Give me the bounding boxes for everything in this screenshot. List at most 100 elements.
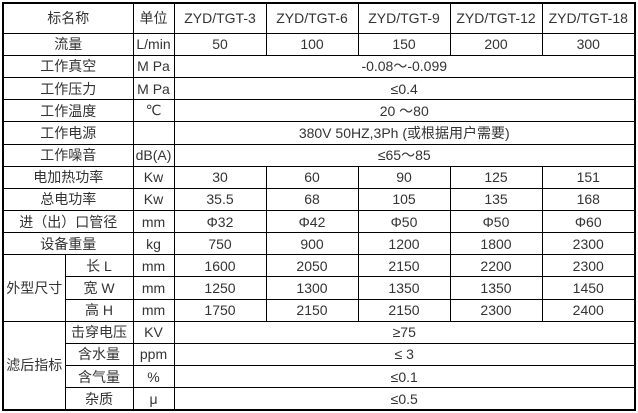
row-pressure: 工作压力 M Pa ≤0.4 [2, 77, 636, 101]
cell-value: 1600 [173, 254, 267, 278]
cell-value: 300 [541, 32, 636, 56]
cell-value: 135 [449, 187, 543, 211]
row-flow: 流量 L/min 50 100 150 200 300 [2, 32, 636, 56]
cell-merged-value: ≤ 3 [173, 342, 636, 367]
row-total-power: 总电功率 Kw 35.5 68 105 135 168 [2, 187, 636, 211]
cell-value: 2400 [541, 298, 636, 322]
cell-value: 2150 [357, 254, 451, 278]
row-pipe-diameter: 进（出）口管径 mm Φ32 Φ42 Φ50 Φ50 Φ60 [2, 209, 636, 234]
cell-value: 100 [265, 32, 359, 56]
row-impurity-label: 杂质 [64, 387, 134, 411]
header-model-zyd-tgt-6: ZYD/TGT-6 [265, 2, 359, 34]
cell-value: 1350 [357, 276, 451, 300]
cell-value: 750 [173, 232, 267, 256]
cell-value: 60 [265, 165, 359, 189]
row-noise: 工作噪音 dB(A) ≤65～85 [2, 143, 636, 167]
row-vacuum-unit: M Pa [132, 54, 175, 79]
row-dimension-height-unit: mm [132, 298, 175, 322]
cell-merged-value: 380V 50HZ,3Ph (或根据用户需要) [173, 121, 636, 145]
cell-value: 50 [173, 32, 267, 56]
row-dimension-length: 外型尺寸 长 L mm 1600 2050 2150 2200 2300 [2, 254, 636, 322]
cell-value: Φ50 [357, 209, 451, 234]
row-pipe-diameter-unit: mm [132, 209, 175, 234]
cell-value: 125 [449, 165, 543, 189]
row-heating-power-label: 电加热功率 [2, 165, 134, 189]
cell-value: 168 [541, 187, 636, 211]
row-dimension-width: 宽 W mm 1250 1300 1350 1350 1450 [3, 276, 636, 300]
row-flow-unit: L/min [132, 32, 175, 56]
row-weight-label: 设备重量 [2, 232, 134, 256]
cell-value: 105 [357, 187, 451, 211]
row-temperature-unit: ℃ [132, 99, 175, 123]
cell-value: Φ42 [265, 209, 359, 234]
cell-value: 1300 [265, 276, 359, 300]
cell-value: 1750 [173, 298, 267, 322]
cell-value: 900 [265, 232, 359, 256]
cell-value: 68 [265, 187, 359, 211]
cell-value: 200 [449, 32, 543, 56]
row-water-content-unit: ppm [132, 342, 175, 367]
row-impurity-unit: μ [132, 387, 175, 411]
cell-merged-value: -0.08～-0.099 [173, 54, 636, 79]
row-total-power-unit: Kw [132, 187, 175, 211]
cell-value: 1350 [449, 276, 543, 300]
cell-value: 1250 [173, 276, 267, 300]
row-water-content-label: 含水量 [64, 342, 134, 367]
row-power-supply-unit [132, 121, 175, 145]
cell-value: 2150 [357, 298, 451, 322]
row-gas-content-unit: % [132, 365, 175, 389]
row-pressure-label: 工作压力 [2, 77, 134, 101]
header-name-label: 标名称 [2, 2, 134, 34]
cell-value: 2300 [541, 254, 636, 278]
cell-value: 2200 [449, 254, 543, 278]
cell-value: Φ60 [541, 209, 636, 234]
cell-value: 1200 [357, 232, 451, 256]
cell-value: 2150 [265, 298, 359, 322]
row-weight-unit: kg [132, 232, 175, 256]
row-temperature-label: 工作温度 [2, 99, 134, 123]
row-total-power-label: 总电功率 [2, 187, 134, 211]
row-power-supply-label: 工作电源 [2, 121, 134, 145]
header-model-zyd-tgt-12: ZYD/TGT-12 [449, 2, 543, 34]
row-power-supply: 工作电源 380V 50HZ,3Ph (或根据用户需要) [2, 121, 636, 145]
cell-value: Φ32 [173, 209, 267, 234]
cell-value: 30 [173, 165, 267, 189]
row-dimension-height: 高 H mm 1750 2150 2150 2300 2400 [3, 298, 636, 322]
row-gas-content: 含气量 % ≤0.1 [3, 365, 636, 389]
row-weight: 设备重量 kg 750 900 1200 1800 2300 [2, 232, 636, 256]
header-row: 标名称 单位 ZYD/TGT-3 ZYD/TGT-6 ZYD/TGT-9 ZYD… [2, 2, 636, 34]
row-impurity: 杂质 μ ≤0.5 [3, 387, 636, 411]
row-dimension-length-unit: mm [132, 254, 175, 278]
row-flow-label: 流量 [2, 32, 134, 56]
row-vacuum: 工作真空 M Pa -0.08～-0.099 [2, 54, 636, 79]
cell-value: 1450 [541, 276, 636, 300]
cell-merged-value: ≤0.5 [173, 387, 636, 411]
row-gas-content-label: 含气量 [64, 365, 134, 389]
cell-merged-value: ≤0.1 [173, 365, 636, 389]
cell-value: 2050 [265, 254, 359, 278]
header-model-zyd-tgt-18: ZYD/TGT-18 [541, 2, 636, 34]
row-heating-power: 电加热功率 Kw 30 60 90 125 151 [2, 165, 636, 189]
header-model-zyd-tgt-3: ZYD/TGT-3 [173, 2, 267, 34]
cell-value: 90 [357, 165, 451, 189]
cell-merged-value: ≤0.4 [173, 77, 636, 101]
cell-merged-value: ≥75 [173, 320, 636, 344]
cell-merged-value: ≤65～85 [173, 143, 636, 167]
row-pipe-diameter-label: 进（出）口管径 [2, 209, 134, 234]
cell-value: 35.5 [173, 187, 267, 211]
group-filtered-label: 滤后指标 [2, 320, 66, 411]
row-vacuum-label: 工作真空 [2, 54, 134, 79]
cell-value: 2300 [449, 298, 543, 322]
row-water-content: 含水量 ppm ≤ 3 [3, 342, 636, 367]
row-temperature: 工作温度 ℃ 20 ～80 [2, 99, 636, 123]
row-pressure-unit: M Pa [132, 77, 175, 101]
group-dimensions-label: 外型尺寸 [2, 254, 66, 322]
row-dimension-width-unit: mm [132, 276, 175, 300]
row-heating-power-unit: Kw [132, 165, 175, 189]
cell-value: 151 [541, 165, 636, 189]
cell-value: Φ50 [449, 209, 543, 234]
row-dimension-width-label: 宽 W [64, 276, 134, 300]
row-breakdown-voltage-label: 击穿电压 [64, 320, 134, 344]
